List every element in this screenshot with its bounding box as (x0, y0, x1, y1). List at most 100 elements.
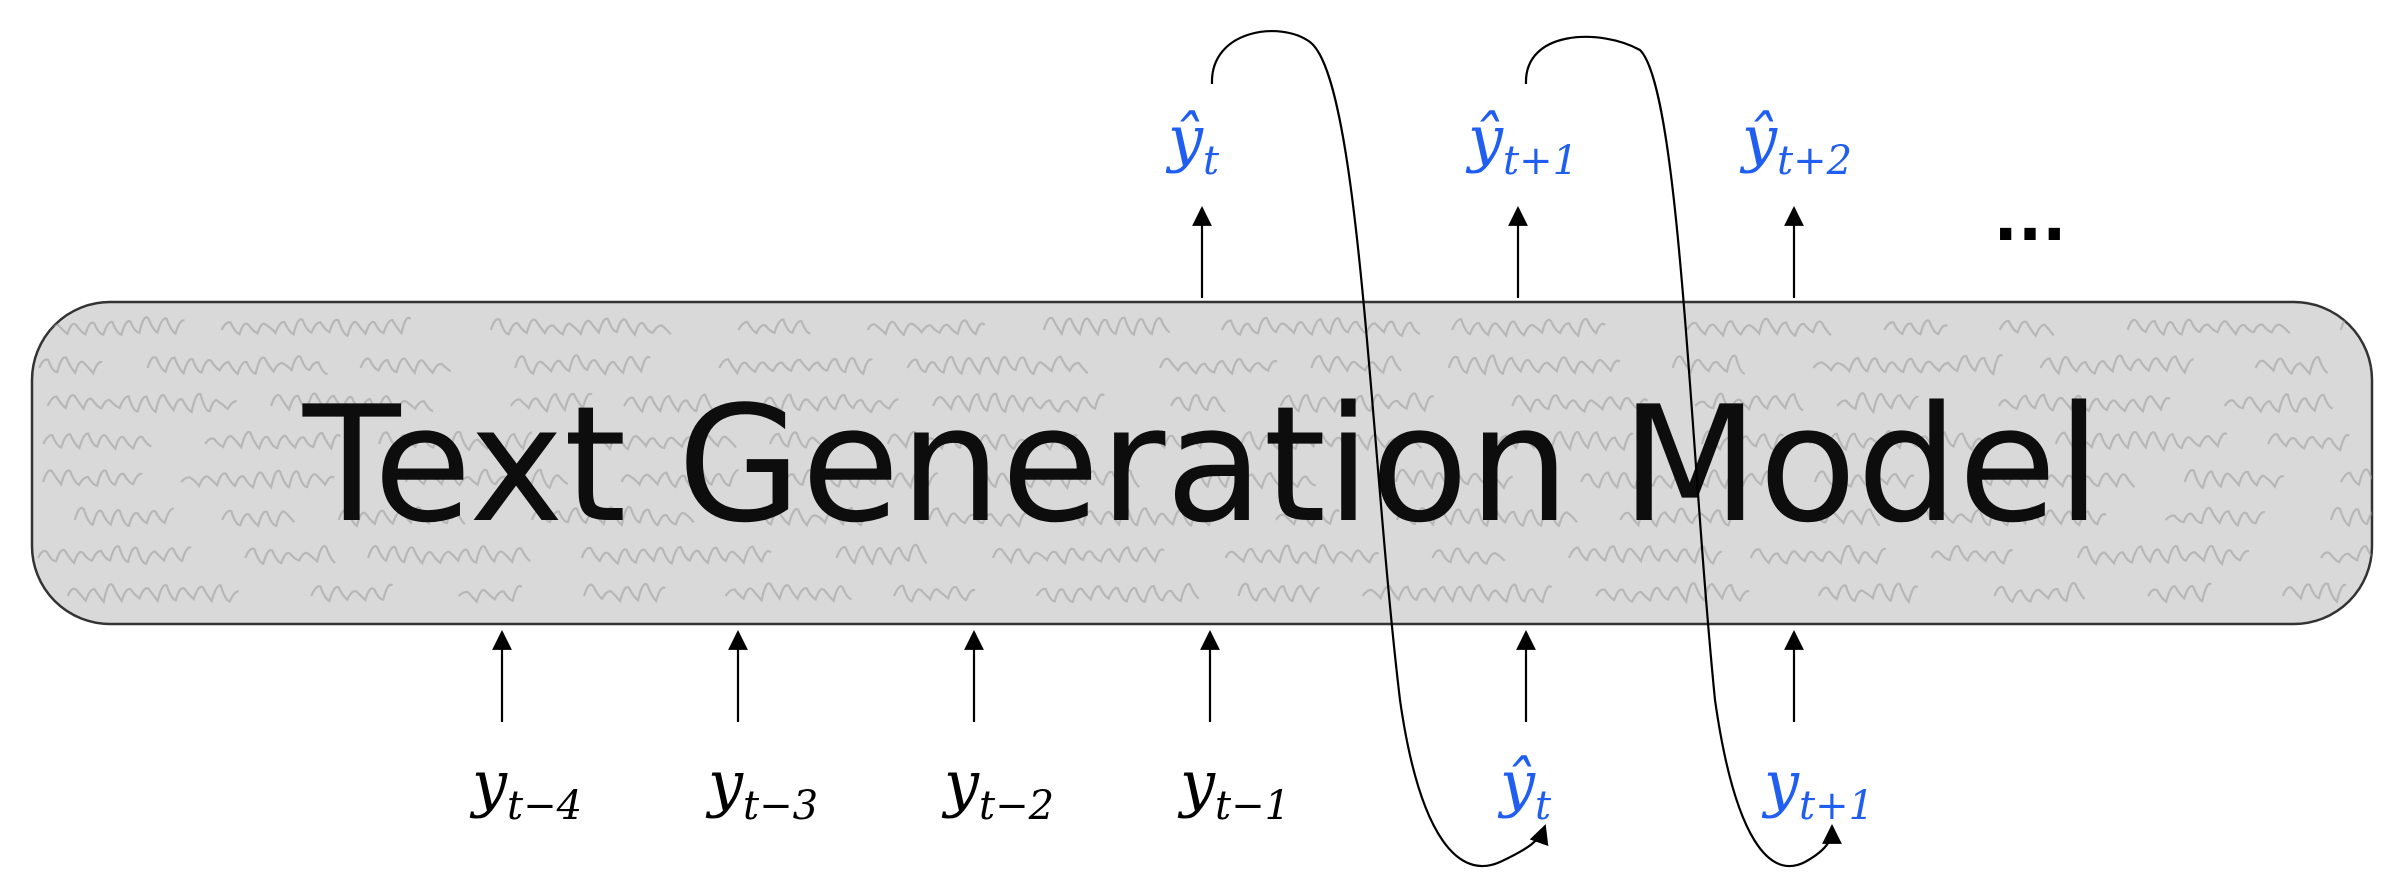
handwriting-stroke (724, 582, 852, 604)
handwriting-stroke (1997, 393, 2171, 414)
handwriting-stroke (1700, 430, 1784, 452)
handwriting-stroke (1971, 470, 2136, 489)
handwriting-stroke (404, 468, 569, 490)
handwriting-stroke (514, 354, 652, 376)
handwriting-stroke (1188, 469, 1316, 490)
handwriting-stroke (1580, 469, 1772, 490)
handwriting-stroke (762, 393, 899, 414)
handwriting-stroke (1395, 507, 1578, 528)
handwriting-stroke (893, 584, 976, 603)
handwriting-stroke (1511, 394, 1649, 414)
handwriting-stroke (2377, 395, 2398, 411)
handwriting-stroke (2267, 433, 2350, 452)
handwriting-stroke (718, 357, 873, 376)
handwriting-stroke (359, 357, 452, 376)
handwriting-stroke (1883, 319, 1948, 336)
input-token-predicted: ŷt (1497, 747, 1552, 829)
handwriting-stroke (737, 318, 811, 335)
handwriting-stroke (906, 355, 1089, 376)
feedback-loop-2 (1524, 35, 1842, 868)
handwriting-stroke (620, 468, 739, 490)
handwriting-stroke (783, 468, 938, 490)
handwriting-stroke (73, 506, 175, 528)
handwriting-stroke (1451, 317, 1606, 338)
handwriting-stroke (835, 543, 928, 566)
handwriting-stroke (530, 506, 695, 527)
handwriting-stroke (583, 582, 666, 604)
handwriting-stroke (866, 319, 986, 337)
handwriting-stroke (1063, 507, 1219, 528)
handwriting-stroke (886, 430, 1078, 452)
handwriting-stroke (1595, 582, 1750, 605)
handwriting-stroke (337, 506, 466, 528)
output-token: ŷt+1 (1465, 102, 1578, 184)
handwriting-stroke (66, 583, 239, 605)
handwriting-stroke (1813, 470, 1915, 490)
handwriting-stroke (2281, 582, 2347, 604)
handwriting-stroke (591, 433, 737, 452)
handwriting-stroke (509, 392, 593, 414)
handwriting-stroke (1310, 355, 1402, 375)
handwriting-stroke (42, 432, 152, 451)
handwriting-stroke (1431, 547, 1506, 565)
handwriting-stroke (623, 393, 716, 414)
input-token-predicted: yt+1 (1761, 747, 1874, 829)
handwriting-stroke (457, 584, 523, 604)
handwriting-stroke (1035, 582, 1200, 604)
output-tokens: ŷt ŷt+1 ŷt+2 (1165, 102, 1852, 184)
input-arrows (492, 630, 1804, 722)
input-token: yt−1 (1177, 747, 1290, 829)
handwriting-stroke (1817, 582, 1919, 605)
handwriting-stroke (2254, 356, 2329, 377)
handwriting-stroke (1159, 357, 1278, 376)
input-tokens: yt−4 yt−3 yt−2 yt−1 ŷt yt+1 (469, 747, 1874, 829)
handwriting-stroke (927, 507, 1029, 529)
handwriting-stroke (991, 546, 1165, 566)
handwriting-stroke (1998, 319, 2055, 338)
model-box: Text Generation Model (30, 300, 2398, 626)
handwriting-stroke (1170, 394, 1226, 413)
handwriting-stroke (976, 469, 1141, 491)
handwriting-stroke (2126, 318, 2291, 337)
handwriting-stroke (310, 583, 394, 603)
handwriting-stroke (270, 392, 434, 414)
handwriting-stroke (1042, 316, 1171, 337)
handwriting-stroke (1686, 317, 1832, 338)
handwriting-stroke (2076, 544, 2250, 567)
handwriting-stroke (2329, 506, 2372, 528)
handwriting-stroke (1812, 354, 2004, 376)
handwriting-stroke (751, 507, 871, 528)
handwriting-stroke (38, 356, 103, 376)
handwriting-stroke (37, 545, 192, 566)
handwriting-stroke (2223, 393, 2334, 414)
output-arrows (1192, 206, 1804, 298)
input-token: yt−4 (469, 747, 582, 829)
handwriting-stroke (378, 430, 533, 452)
handwriting-stroke (1237, 582, 1320, 604)
handwriting-stroke (2183, 469, 2285, 490)
handwriting-stroke (768, 431, 834, 450)
handwriting-stroke (1279, 392, 1435, 414)
input-token: yt−2 (941, 747, 1054, 829)
handwriting-stroke (489, 317, 672, 337)
handwriting-stroke (2147, 582, 2212, 604)
handwriting-texture (37, 316, 2398, 605)
handwriting-stroke (1394, 468, 1513, 490)
handwriting-stroke (1694, 392, 1804, 412)
handwriting-stroke (1220, 316, 1421, 337)
handwriting-stroke (2370, 354, 2372, 376)
handwriting-stroke (580, 545, 772, 566)
handwriting-stroke (1619, 507, 1739, 528)
handwriting-stroke (1808, 430, 2000, 452)
output-token: ŷt (1165, 102, 1220, 184)
handwriting-stroke (1749, 544, 1887, 565)
handwriting-stroke (932, 392, 1105, 414)
handwriting-stroke (221, 509, 296, 528)
output-token: ŷt+2 (1739, 102, 1852, 184)
handwriting-stroke (1671, 354, 1746, 375)
handwriting-stroke (48, 316, 185, 337)
handwriting-stroke (1275, 509, 1340, 528)
handwriting-stroke (2054, 431, 2228, 453)
handwriting-stroke (244, 545, 336, 566)
